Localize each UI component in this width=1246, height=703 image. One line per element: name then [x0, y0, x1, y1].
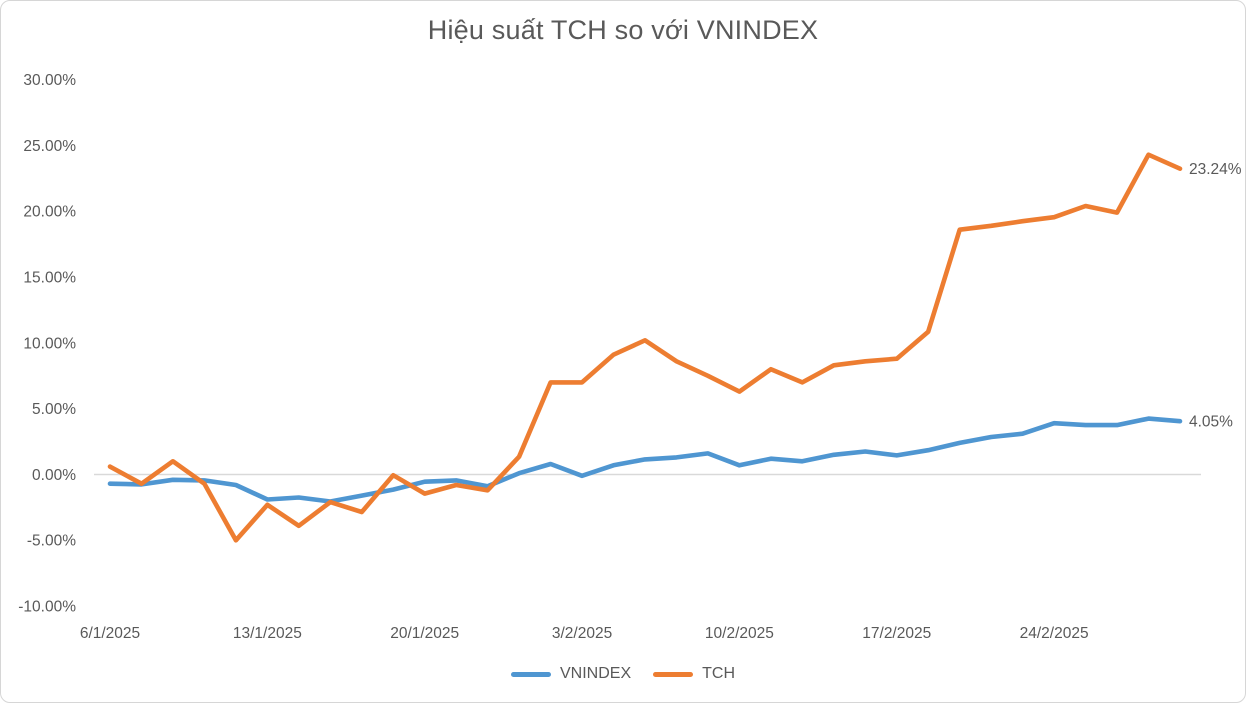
- x-axis-tick-label: 13/1/2025: [233, 625, 302, 642]
- legend-item-vnindex: VNINDEX: [510, 665, 632, 683]
- y-axis-tick-label: 20.00%: [23, 204, 76, 221]
- x-axis-tick-label: 3/2/2025: [552, 625, 612, 642]
- y-axis-tick-label: 25.00%: [23, 138, 76, 155]
- chart-title: Hiệu suất TCH so với VNINDEX: [427, 15, 819, 45]
- legend-label-vnindex: VNINDEX: [559, 665, 632, 682]
- x-axis-tick-label: 20/1/2025: [390, 625, 459, 642]
- y-axis-tick-label: 0.00%: [32, 467, 76, 484]
- legend-item-tch: TCH: [653, 665, 735, 683]
- series-end-label-vnindex: 4.05%: [1189, 414, 1233, 431]
- y-axis-tick-label: 5.00%: [32, 401, 76, 418]
- legend-swatch-tch-line: [653, 671, 694, 677]
- y-axis-tick-label: -5.00%: [27, 533, 76, 550]
- y-axis-tick-label: 15.00%: [23, 270, 76, 287]
- legend-swatch-vnindex-line: [510, 671, 551, 677]
- chart-legend: VNINDEX TCH: [1, 661, 1245, 687]
- x-axis-tick-label: 10/2/2025: [705, 625, 774, 642]
- x-axis-tick-label: 6/1/2025: [80, 625, 140, 642]
- y-axis-tick-label: 30.00%: [23, 72, 76, 89]
- y-axis-tick-label: 10.00%: [23, 335, 76, 352]
- series-line-vnindex: [107, 416, 1183, 504]
- series-end-label-tch: 23.24%: [1189, 161, 1242, 178]
- series-line-tch: [107, 152, 1183, 543]
- x-axis-tick-label: 17/2/2025: [862, 625, 931, 642]
- legend-label-tch: TCH: [702, 665, 735, 682]
- y-axis-tick-label: -10.00%: [18, 599, 76, 616]
- x-axis-tick-label: 24/2/2025: [1020, 625, 1089, 642]
